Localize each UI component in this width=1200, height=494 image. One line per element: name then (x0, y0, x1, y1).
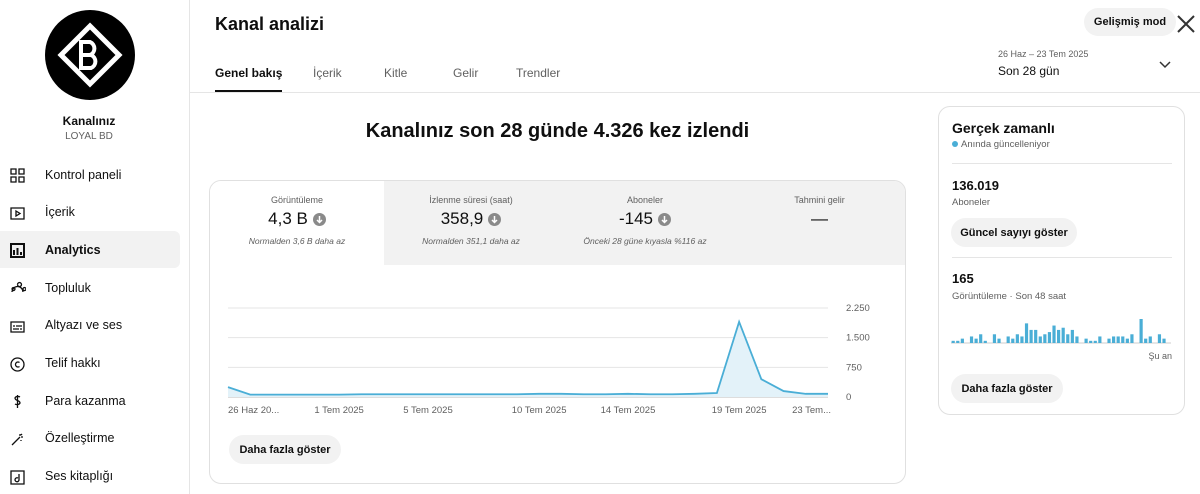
metric-value: 358,9 (440, 209, 484, 228)
period-dropdown[interactable] (1159, 60, 1171, 70)
nav-item[interactable]: İçerik (0, 194, 180, 231)
nav-item[interactable]: Analytics (0, 231, 180, 269)
metric-note: Normalden 351,1 daha az (422, 236, 520, 246)
nav-label: Topluluk (45, 280, 91, 295)
nav-icon (11, 282, 26, 293)
metric-value-row: -145 (558, 209, 732, 229)
realtime-title: Gerçek zamanlı (952, 120, 1055, 136)
tab[interactable]: İçerik (313, 66, 342, 80)
nav-label: Ses kitaplığı (45, 469, 114, 484)
metric-note: Normalden 3,6 B daha az (248, 236, 346, 246)
icon-shape (10, 207, 25, 220)
nav-label: Kontrol paneli (45, 167, 122, 182)
metric-tab[interactable]: Tahmini gelir — (732, 181, 905, 265)
page-title: Kanal analizi (215, 14, 325, 34)
nav-icon (10, 207, 25, 220)
metric-label: Tahmini gelir (794, 195, 845, 205)
nav-item[interactable]: Topluluk (0, 269, 180, 306)
channel-name: LOYAL BD (65, 131, 113, 142)
metric-tab[interactable]: Aboneler -145 Önceki 28 güne kıyasla %116 … (558, 181, 732, 265)
icon-shape (14, 395, 21, 409)
icon-arrow (316, 215, 323, 224)
metric-label: Aboneler (626, 195, 664, 205)
advanced-mode-button[interactable]: Gelişmiş mod (1084, 8, 1176, 36)
icon-shape (10, 243, 25, 259)
show-count-button[interactable]: Güncel sayıyı göster (951, 218, 1077, 247)
icon-shape (11, 433, 23, 446)
tab[interactable]: Gelir (453, 66, 479, 80)
nav-item[interactable]: Telif hakkı (0, 345, 180, 382)
headline: Kanalınız son 28 günde 4.326 kez izlendi (365, 120, 750, 142)
nav-item[interactable]: Altyazı ve ses (0, 307, 180, 344)
trend-down-icon (312, 212, 326, 226)
nav-icon (10, 168, 25, 183)
nav-item[interactable]: Para kazanma (0, 382, 180, 419)
header-divider (190, 92, 1200, 93)
icon-shape (11, 282, 26, 293)
nav-label: Özelleştirme (45, 431, 115, 446)
metric-note: Önceki 28 güne kıyasla %116 az (583, 236, 707, 246)
metric-value: -145 (618, 209, 654, 228)
realtime-more-button[interactable]: Daha fazla göster (951, 374, 1063, 403)
icon-shape (10, 469, 25, 485)
channel-title: Kanalınız (62, 114, 116, 128)
nav-icon (10, 356, 25, 372)
channel-avatar[interactable] (45, 10, 135, 100)
nav-icon (11, 433, 23, 446)
icon-shape (10, 168, 25, 183)
icon-arrow (491, 215, 498, 224)
nav-label: İçerik (45, 205, 75, 220)
nav-icon (10, 321, 25, 333)
realtime-views-label: Görüntüleme · Son 48 saat (952, 291, 1067, 302)
metric-value: — (811, 209, 828, 228)
nav-label: Para kazanma (45, 393, 126, 408)
nav-icon (10, 469, 25, 485)
realtime-card: Gerçek zamanlı Anında güncelleniyor 136.… (938, 106, 1185, 415)
nav-label: Analytics (45, 242, 101, 257)
icon-shape (10, 321, 25, 333)
trend-down-icon (658, 212, 672, 226)
period[interactable]: Son 28 gün (998, 64, 1060, 78)
divider (952, 163, 1172, 164)
overview-card: Görüntüleme 4,3 B Normalden 3,6 B daha az İ… (209, 180, 906, 484)
icon-arrow (661, 215, 668, 224)
nav-icon (10, 243, 25, 259)
date-range: 26 Haz – 23 Tem 2025 (998, 49, 1089, 59)
nav-item[interactable]: Kontrol paneli (0, 156, 180, 193)
metric-label: Görüntüleme (270, 195, 324, 205)
metric-value-row: 4,3 B (210, 209, 384, 229)
metric-value-row: — (732, 209, 905, 229)
tab[interactable]: Kitle (384, 66, 408, 80)
metric-tab[interactable]: İzlenme süresi (saat) 358,9 Normalden 351,… (384, 181, 558, 265)
nav-icon (14, 395, 21, 409)
subscriber-label: Aboneler (952, 197, 991, 208)
nav-label: Telif hakkı (45, 356, 101, 370)
metric-label: İzlenme süresi (saat) (429, 195, 513, 205)
chart-more-button[interactable]: Daha fazla göster (229, 435, 341, 464)
nav-item[interactable]: Özelleştirme (0, 420, 180, 457)
tab[interactable]: Genel bakış (215, 66, 283, 92)
metric-value: 4,3 B (268, 209, 308, 228)
realtime-status-text: Anında güncelleniyor (961, 139, 1050, 150)
nav-label: Altyazı ve ses (45, 318, 123, 333)
divider (952, 257, 1172, 258)
subscriber-count: 136.019 (952, 178, 999, 193)
metric-tab[interactable]: Görüntüleme 4,3 B Normalden 3,6 B daha az (210, 181, 384, 265)
icon-shape (10, 356, 25, 372)
close-button[interactable] (1176, 14, 1196, 34)
sidebar: Kanalınız LOYAL BD Kontrol paneli İçerik A… (0, 0, 190, 494)
nav-item[interactable]: Ses kitaplığı (0, 458, 180, 494)
realtime-status: Anında güncelleniyor (952, 139, 1050, 150)
realtime-views: 165 (952, 271, 974, 286)
metric-value-row: 358,9 (384, 209, 558, 229)
tab[interactable]: Trendler (516, 66, 561, 80)
trend-down-icon (488, 212, 502, 226)
